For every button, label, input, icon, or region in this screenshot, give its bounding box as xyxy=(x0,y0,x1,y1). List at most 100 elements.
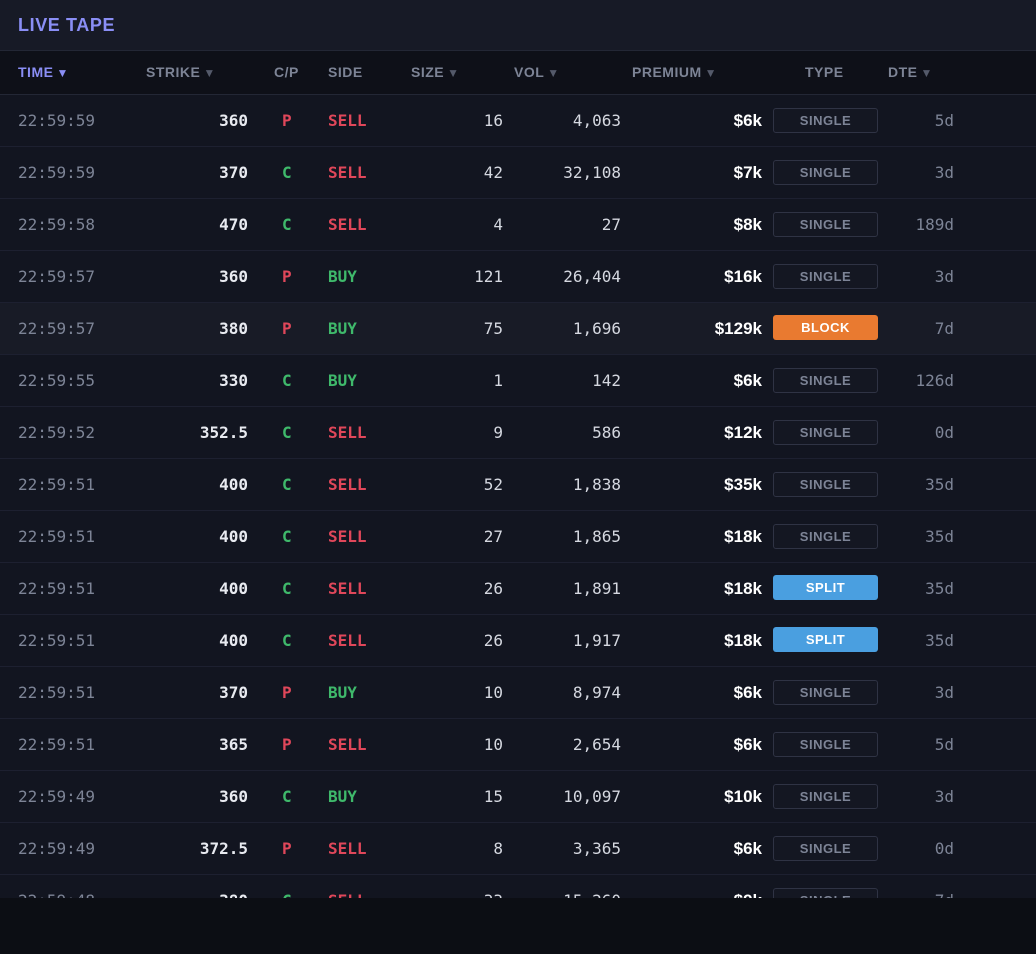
trade-type-badge: SINGLE xyxy=(773,212,878,237)
time-cell: 22:59:59 xyxy=(18,111,96,130)
table-row[interactable]: 22:59:51 400 C SELL 27 1,865 $18k SINGLE 35d xyxy=(0,511,1036,563)
side-cell: SELL xyxy=(328,111,367,130)
call-put-cell: P xyxy=(282,683,292,702)
column-header-size[interactable]: SIZE ▼ xyxy=(411,51,460,94)
column-label: SIZE xyxy=(411,64,445,80)
side-cell: SELL xyxy=(328,423,367,442)
side-cell: BUY xyxy=(328,787,357,806)
type-cell: SINGLE xyxy=(773,459,878,510)
premium-cell: $18k xyxy=(724,579,762,598)
column-header-premium[interactable]: PREMIUM ▼ xyxy=(632,51,717,94)
size-cell: 75 xyxy=(483,319,503,338)
column-label: PREMIUM xyxy=(632,64,702,80)
volume-cell: 32,108 xyxy=(563,163,621,182)
premium-cell: $6k xyxy=(733,683,762,702)
strike-cell: 380 xyxy=(219,319,248,338)
size-cell: 10 xyxy=(483,683,503,702)
premium-cell: $16k xyxy=(724,267,762,286)
time-cell: 22:59:52 xyxy=(18,423,96,442)
size-cell: 1 xyxy=(493,371,503,390)
table-row[interactable]: 22:59:49 372.5 P SELL 8 3,365 $6k SINGLE 0d xyxy=(0,823,1036,875)
table-row[interactable]: 22:59:55 330 C BUY 1 142 $6k SINGLE 126d xyxy=(0,355,1036,407)
time-cell: 22:59:57 xyxy=(18,319,96,338)
table-row[interactable]: 22:59:51 400 C SELL 26 1,917 $18k SPLIT 35d xyxy=(0,615,1036,667)
time-cell: 22:59:48 xyxy=(18,875,95,898)
dte-cell: 189d xyxy=(915,215,954,234)
table-row[interactable]: 22:59:51 400 C SELL 26 1,891 $18k SPLIT 35d xyxy=(0,563,1036,615)
side-cell: SELL xyxy=(328,579,367,598)
call-put-cell: C xyxy=(282,875,292,898)
size-cell: 26 xyxy=(483,579,503,598)
table-row[interactable]: 22:59:51 370 P BUY 10 8,974 $6k SINGLE 3d xyxy=(0,667,1036,719)
column-header-dte[interactable]: DTE ▼ xyxy=(888,51,933,94)
strike-cell: 360 xyxy=(219,267,248,286)
dte-cell: 0d xyxy=(934,839,954,858)
trade-type-badge: SINGLE xyxy=(773,680,878,705)
trade-type-badge: SINGLE xyxy=(773,368,878,393)
table-row[interactable]: 22:59:51 400 C SELL 52 1,838 $35k SINGLE 35d xyxy=(0,459,1036,511)
premium-cell: $129k xyxy=(714,319,762,338)
column-header-cp[interactable]: C/P xyxy=(274,51,299,94)
dte-cell: 35d xyxy=(925,631,954,650)
premium-cell: $12k xyxy=(724,423,762,442)
size-cell: 26 xyxy=(483,631,503,650)
table-row[interactable]: 22:59:59 370 C SELL 42 32,108 $7k SINGLE 3d xyxy=(0,147,1036,199)
type-cell: SINGLE xyxy=(773,407,878,458)
trade-list[interactable]: 22:59:59 360 P SELL 16 4,063 $6k SINGLE 5d 22:59:… xyxy=(0,95,1036,898)
table-row[interactable]: 22:59:52 352.5 C SELL 9 586 $12k SINGLE 0d xyxy=(0,407,1036,459)
type-cell: SINGLE xyxy=(773,511,878,562)
strike-cell: 352.5 xyxy=(199,423,248,442)
side-cell: BUY xyxy=(328,683,357,702)
call-put-cell: C xyxy=(282,215,292,234)
dte-cell: 126d xyxy=(915,371,954,390)
time-cell: 22:59:51 xyxy=(18,735,96,754)
column-header-vol[interactable]: VOL ▼ xyxy=(514,51,560,94)
dte-cell: 7d xyxy=(934,319,954,338)
volume-cell: 586 xyxy=(592,423,621,442)
volume-cell: 2,654 xyxy=(572,735,621,754)
call-put-cell: P xyxy=(282,111,292,130)
strike-cell: 400 xyxy=(219,631,248,650)
type-cell: SINGLE xyxy=(773,355,878,406)
trade-type-badge: SPLIT xyxy=(773,575,878,600)
column-label: TYPE xyxy=(805,64,844,80)
volume-cell: 1,696 xyxy=(572,319,621,338)
type-cell: SPLIT xyxy=(773,615,878,666)
table-row[interactable]: 22:59:57 380 P BUY 75 1,696 $129k BLOCK 7d xyxy=(0,303,1036,355)
table-row[interactable]: 22:59:59 360 P SELL 16 4,063 $6k SINGLE 5d xyxy=(0,95,1036,147)
trade-type-badge: SINGLE xyxy=(773,888,878,898)
side-cell: BUY xyxy=(328,319,357,338)
table-row[interactable]: 22:59:48 380 C SELL 33 15,260 $9k SINGLE 7d xyxy=(0,875,1036,898)
column-header-type[interactable]: TYPE xyxy=(805,51,844,94)
table-row[interactable]: 22:59:51 365 P SELL 10 2,654 $6k SINGLE 5d xyxy=(0,719,1036,771)
type-cell: SINGLE xyxy=(773,719,878,770)
call-put-cell: P xyxy=(282,735,292,754)
type-cell: SINGLE xyxy=(773,823,878,874)
volume-cell: 1,865 xyxy=(572,527,621,546)
strike-cell: 365 xyxy=(219,735,248,754)
table-row[interactable]: 22:59:49 360 C BUY 15 10,097 $10k SINGLE 3d xyxy=(0,771,1036,823)
type-cell: BLOCK xyxy=(773,303,878,354)
size-cell: 9 xyxy=(493,423,503,442)
premium-cell: $9k xyxy=(734,875,762,898)
time-cell: 22:59:51 xyxy=(18,631,96,650)
type-cell: SINGLE xyxy=(773,95,878,146)
dte-cell: 5d xyxy=(934,735,954,754)
dte-cell: 5d xyxy=(934,111,954,130)
dte-cell: 7d xyxy=(935,875,954,898)
column-header-time[interactable]: TIME ▼ xyxy=(18,51,69,94)
volume-cell: 1,891 xyxy=(572,579,621,598)
size-cell: 15 xyxy=(483,787,503,806)
table-row[interactable]: 22:59:58 470 C SELL 4 27 $8k SINGLE 189d xyxy=(0,199,1036,251)
premium-cell: $7k xyxy=(733,163,762,182)
trade-type-badge: SINGLE xyxy=(773,472,878,497)
column-header-strike[interactable]: STRIKE ▼ xyxy=(146,51,216,94)
column-header-side[interactable]: SIDE xyxy=(328,51,363,94)
premium-cell: $6k xyxy=(733,735,762,754)
table-row[interactable]: 22:59:57 360 P BUY 121 26,404 $16k SINGLE 3d xyxy=(0,251,1036,303)
side-cell: SELL xyxy=(328,875,367,898)
volume-cell: 3,365 xyxy=(572,839,621,858)
type-cell: SINGLE xyxy=(773,199,878,250)
panel-header: LIVE TAPE xyxy=(0,0,1036,51)
premium-cell: $8k xyxy=(733,215,762,234)
